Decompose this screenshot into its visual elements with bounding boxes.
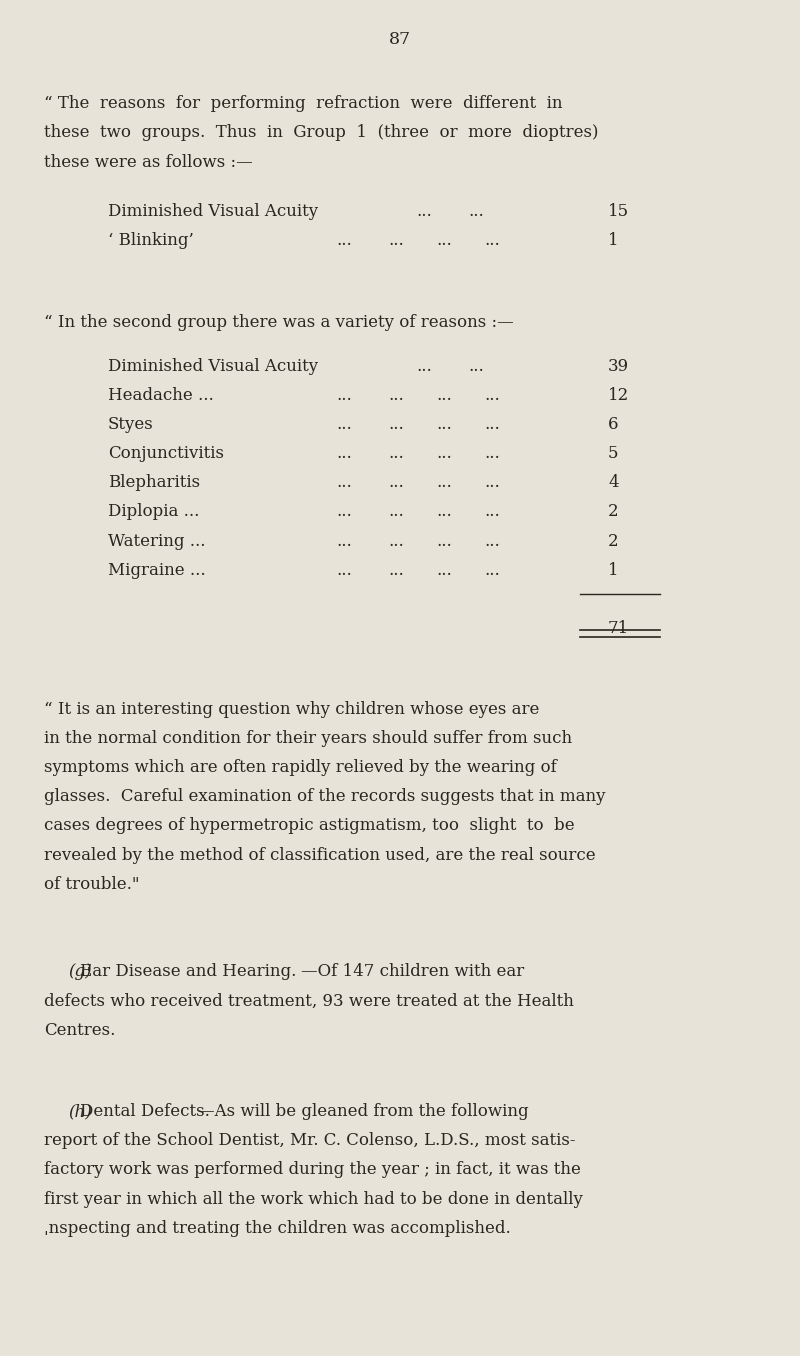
Text: Headache ...: Headache ... bbox=[108, 386, 214, 404]
Text: ...: ... bbox=[388, 445, 404, 462]
Text: report of the School Dentist, Mr. C. Colenso, L.D.S., most satis-: report of the School Dentist, Mr. C. Col… bbox=[44, 1132, 575, 1150]
Text: ...: ... bbox=[436, 533, 452, 549]
Text: ...: ... bbox=[468, 203, 484, 220]
Text: ...: ... bbox=[436, 386, 452, 404]
Text: Dental Defects.: Dental Defects. bbox=[80, 1104, 210, 1120]
Text: defects who received treatment, 93 were treated at the Health: defects who received treatment, 93 were … bbox=[44, 993, 574, 1009]
Text: ...: ... bbox=[436, 503, 452, 521]
Text: ...: ... bbox=[484, 416, 500, 433]
Text: ...: ... bbox=[436, 445, 452, 462]
Text: 15: 15 bbox=[608, 203, 629, 220]
Text: ...: ... bbox=[484, 445, 500, 462]
Text: ...: ... bbox=[436, 416, 452, 433]
Text: ...: ... bbox=[484, 533, 500, 549]
Text: 2: 2 bbox=[608, 503, 618, 521]
Text: 87: 87 bbox=[389, 31, 411, 49]
Text: ...: ... bbox=[336, 232, 352, 250]
Text: 39: 39 bbox=[608, 358, 629, 374]
Text: ...: ... bbox=[436, 232, 452, 250]
Text: ...: ... bbox=[388, 533, 404, 549]
Text: Ear Disease and Hearing.: Ear Disease and Hearing. bbox=[80, 963, 296, 980]
Text: ˌnspecting and treating the children was accomplished.: ˌnspecting and treating the children was… bbox=[44, 1220, 510, 1237]
Text: Migraine ...: Migraine ... bbox=[108, 561, 206, 579]
Text: ...: ... bbox=[336, 503, 352, 521]
Text: ...: ... bbox=[336, 533, 352, 549]
Text: in the normal condition for their years should suffer from such: in the normal condition for their years … bbox=[44, 730, 572, 747]
Text: ...: ... bbox=[388, 561, 404, 579]
Text: ...: ... bbox=[388, 503, 404, 521]
Text: ...: ... bbox=[388, 475, 404, 491]
Text: Styes: Styes bbox=[108, 416, 154, 433]
Text: symptoms which are often rapidly relieved by the wearing of: symptoms which are often rapidly relieve… bbox=[44, 759, 557, 776]
Text: 1: 1 bbox=[608, 561, 618, 579]
Text: ...: ... bbox=[336, 416, 352, 433]
Text: Diminished Visual Acuity: Diminished Visual Acuity bbox=[108, 203, 318, 220]
Text: Centres.: Centres. bbox=[44, 1021, 115, 1039]
Text: “ The  reasons  for  performing  refraction  were  different  in: “ The reasons for performing refraction … bbox=[44, 95, 562, 113]
Text: 71: 71 bbox=[608, 620, 630, 637]
Text: Blepharitis: Blepharitis bbox=[108, 475, 200, 491]
Text: ...: ... bbox=[416, 358, 432, 374]
Text: —As will be gleaned from the following: —As will be gleaned from the following bbox=[198, 1104, 528, 1120]
Text: of trouble.": of trouble." bbox=[44, 876, 139, 892]
Text: ...: ... bbox=[436, 475, 452, 491]
Text: ...: ... bbox=[388, 232, 404, 250]
Text: ...: ... bbox=[484, 232, 500, 250]
Text: ...: ... bbox=[484, 503, 500, 521]
Text: ...: ... bbox=[484, 386, 500, 404]
Text: glasses.  Careful examination of the records suggests that in many: glasses. Careful examination of the reco… bbox=[44, 788, 606, 805]
Text: ...: ... bbox=[336, 386, 352, 404]
Text: 5: 5 bbox=[608, 445, 618, 462]
Text: revealed by the method of classification used, are the real source: revealed by the method of classification… bbox=[44, 846, 596, 864]
Text: ...: ... bbox=[336, 445, 352, 462]
Text: Conjunctivitis: Conjunctivitis bbox=[108, 445, 224, 462]
Text: (g): (g) bbox=[68, 963, 92, 980]
Text: these were as follows :—: these were as follows :— bbox=[44, 153, 253, 171]
Text: ...: ... bbox=[484, 475, 500, 491]
Text: ...: ... bbox=[336, 561, 352, 579]
Text: ...: ... bbox=[436, 561, 452, 579]
Text: these  two  groups.  Thus  in  Group  1  (three  or  more  dioptres): these two groups. Thus in Group 1 (three… bbox=[44, 125, 598, 141]
Text: Diminished Visual Acuity: Diminished Visual Acuity bbox=[108, 358, 318, 374]
Text: Watering ...: Watering ... bbox=[108, 533, 206, 549]
Text: ...: ... bbox=[484, 561, 500, 579]
Text: ‘ Blinking’: ‘ Blinking’ bbox=[108, 232, 194, 250]
Text: ...: ... bbox=[468, 358, 484, 374]
Text: 2: 2 bbox=[608, 533, 618, 549]
Text: (h): (h) bbox=[68, 1104, 92, 1120]
Text: 4: 4 bbox=[608, 475, 618, 491]
Text: 1: 1 bbox=[608, 232, 618, 250]
Text: 12: 12 bbox=[608, 386, 630, 404]
Text: first year in which all the work which had to be done in dentally: first year in which all the work which h… bbox=[44, 1191, 583, 1208]
Text: ...: ... bbox=[388, 416, 404, 433]
Text: “ In the second group there was a variety of reasons :—: “ In the second group there was a variet… bbox=[44, 315, 514, 331]
Text: cases degrees of hypermetropic astigmatism, too  slight  to  be: cases degrees of hypermetropic astigmati… bbox=[44, 818, 574, 834]
Text: Diplopia ...: Diplopia ... bbox=[108, 503, 199, 521]
Text: ...: ... bbox=[388, 386, 404, 404]
Text: “ It is an interesting question why children whose eyes are: “ It is an interesting question why chil… bbox=[44, 701, 539, 717]
Text: factory work was performed during the year ; in fact, it was the: factory work was performed during the ye… bbox=[44, 1162, 581, 1178]
Text: —Of 147 children with ear: —Of 147 children with ear bbox=[301, 963, 524, 980]
Text: 6: 6 bbox=[608, 416, 618, 433]
Text: ...: ... bbox=[336, 475, 352, 491]
Text: ...: ... bbox=[416, 203, 432, 220]
